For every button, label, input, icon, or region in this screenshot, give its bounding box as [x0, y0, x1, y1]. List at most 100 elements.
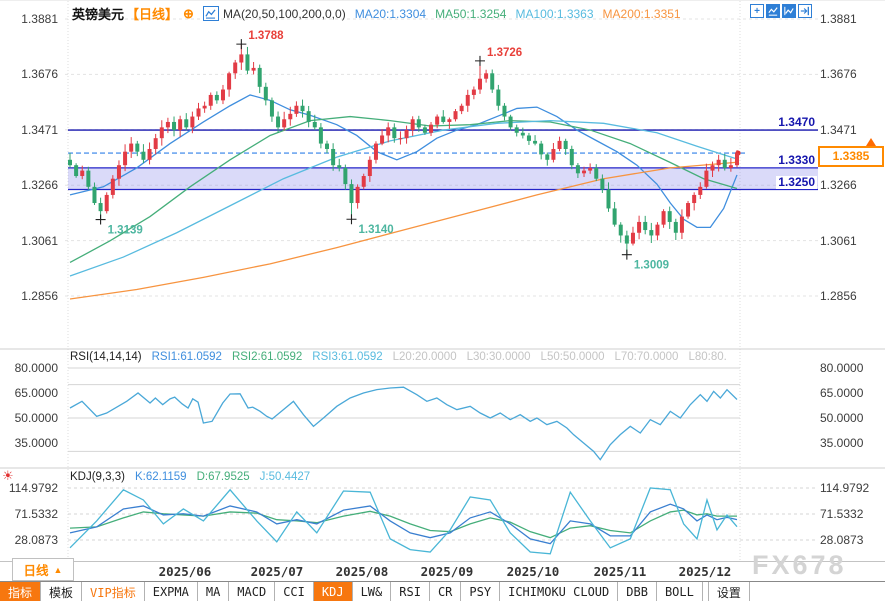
chart-header: 英镑美元 【日线】 ⊕ MA(20,50,100,200,0,0) MA20:1…: [72, 4, 681, 23]
time-axis-label: 2025/08: [335, 564, 389, 579]
rsi-l50-value: L50:50.0000: [540, 351, 605, 363]
axis-label: 114.9792: [8, 481, 58, 495]
axis-label: 80.0000: [14, 361, 58, 375]
toolbar-tab-8[interactable]: LW&: [353, 582, 392, 601]
time-axis-label: 2025/12: [678, 564, 732, 579]
low-annotation: 1.3009: [634, 260, 669, 272]
toolbar-tab-12[interactable]: ICHIMOKU CLOUD: [500, 582, 619, 601]
kdj-k-line: [69, 503, 738, 545]
axis-label: 80.0000: [820, 361, 864, 375]
rsi2-value: RSI2:61.0592: [231, 351, 303, 363]
move-chart-icon[interactable]: +: [750, 4, 764, 18]
axis-label: 1.2856: [21, 288, 58, 303]
axis-label: 1.3266: [21, 178, 58, 193]
high-annotation: 1.3788: [248, 30, 284, 42]
axis-label: 1.3471: [21, 122, 58, 137]
rsi1-value: RSI1:61.0592: [151, 351, 222, 363]
ma200-line: [69, 161, 738, 300]
time-axis-label: 2025/06: [158, 564, 212, 579]
toolbar-tab-7[interactable]: KDJ: [313, 582, 353, 601]
add-indicator-icon[interactable]: ⊕: [183, 5, 194, 21]
symbol-name: 英镑美元: [72, 7, 125, 22]
toolbar-tab-15[interactable]: 设置: [707, 582, 750, 601]
scale-time-axis-icon[interactable]: [782, 4, 796, 18]
toolbar-tab-11[interactable]: PSY: [461, 582, 501, 601]
timeframe-label: 【日线】: [126, 7, 179, 22]
axis-label: 1.3061: [820, 233, 857, 248]
axis-label: 50.0000: [820, 411, 864, 425]
period-selector-arrow-icon: ▲: [53, 564, 63, 575]
axis-label: 28.0873: [820, 533, 864, 547]
band-top-level-label: 1.3330: [776, 152, 817, 167]
price-up-arrow-icon: [866, 138, 876, 147]
toolbar-tab-3[interactable]: EXPMA: [145, 582, 198, 601]
time-axis-label: 2025/10: [506, 564, 560, 579]
toolbar-tab-0[interactable]: 指标: [0, 582, 42, 601]
axis-label: 65.0000: [14, 386, 58, 400]
kdj-title[interactable]: KDJ(9,3,3): [70, 471, 125, 483]
rsi-title[interactable]: RSI(14,14,14): [70, 351, 142, 363]
axis-label: 114.9792: [820, 481, 870, 495]
axis-label: 1.3676: [21, 67, 58, 82]
ma100-line: [69, 119, 738, 277]
rsi-line: [69, 386, 738, 461]
ma50-line: [69, 115, 738, 264]
period-selector[interactable]: 日线 ▲: [12, 558, 74, 581]
axis-label: 1.3266: [820, 178, 857, 193]
time-axis-label: 2025/07: [250, 564, 304, 579]
axis-label: 1.3881: [820, 12, 857, 26]
ma20-value: MA20:1.3304: [354, 6, 427, 21]
resistance-level-label: 1.3470: [776, 115, 817, 130]
axis-label: 71.5332: [820, 507, 864, 521]
scale-price-axis-icon[interactable]: [766, 4, 780, 18]
rsi3-value: RSI3:61.0592: [312, 351, 383, 363]
chart-type-icon[interactable]: [202, 6, 219, 21]
kdj-header: KDJ(9,3,3) K:62.1159 D:67.9525 J:50.4427: [70, 471, 310, 483]
toolbar-tab-14[interactable]: BOLL: [657, 582, 703, 601]
axis-label: 71.5332: [14, 507, 58, 521]
toolbar-tab-5[interactable]: MACD: [229, 582, 276, 601]
kdj-j-line: [69, 487, 738, 555]
watermark: FX678: [752, 550, 847, 580]
kdj-d-value: D:67.9525: [196, 471, 250, 483]
axis-label: 1.3061: [21, 233, 58, 248]
period-selector-label: 日线: [23, 564, 49, 578]
time-axis-label: 2025/11: [593, 564, 647, 579]
low-annotation: 1.3139: [108, 225, 143, 237]
ma200-value: MA200:1.3351: [602, 6, 681, 21]
kdj-settings-icon[interactable]: ☀: [2, 468, 14, 483]
time-axis: 日线 ▲ 2025/06 2025/07 2025/08 2025/09 2025/10…: [0, 558, 885, 582]
window-icon-group: +: [750, 4, 812, 18]
toolbar-tab-2[interactable]: VIP指标: [82, 582, 145, 601]
toolbar-tab-10[interactable]: CR: [430, 582, 462, 601]
axis-label: 1.3881: [21, 12, 58, 26]
axis-label: 1.3471: [820, 122, 857, 137]
kdj-j-value: J:50.4427: [259, 471, 311, 483]
toolbar-tab-6[interactable]: CCI: [275, 582, 314, 601]
axis-label: 35.0000: [14, 436, 58, 450]
axis-label: 28.0873: [14, 533, 58, 547]
axis-label: 65.0000: [820, 386, 864, 400]
toolbar-tab-9[interactable]: RSI: [391, 582, 430, 601]
rsi-header: RSI(14,14,14) RSI1:61.0592 RSI2:61.0592 …: [70, 351, 727, 363]
indicator-toolbar: 指标 模板 VIP指标 EXPMA MA MACD CCI KDJ LW& RSI CR PSY ICH…: [0, 581, 885, 601]
axis-label: 35.0000: [820, 436, 864, 450]
rsi-l70-value: L70:70.0000: [614, 351, 679, 363]
rsi-l20-value: L20:20.0000: [392, 351, 457, 363]
toolbar-tab-4[interactable]: MA: [198, 582, 230, 601]
ma20-line: [69, 94, 738, 229]
low-annotation: 1.3140: [358, 224, 393, 236]
ma100-value: MA100:1.3363: [515, 6, 594, 21]
axis-label: 1.3676: [820, 67, 857, 82]
ma-settings-label: MA(20,50,100,200,0,0): [222, 6, 346, 21]
toolbar-tab-1[interactable]: 模板: [41, 582, 83, 601]
time-axis-label: 2025/09: [420, 564, 474, 579]
current-price-tag: 1.3385: [818, 146, 884, 168]
rsi-l80-value: L80:80.: [688, 351, 727, 363]
toolbar-tab-13[interactable]: DBB: [618, 582, 657, 601]
axis-label: 50.0000: [14, 411, 58, 425]
high-annotation: 1.3726: [487, 47, 522, 59]
jump-to-latest-icon[interactable]: [798, 4, 812, 18]
